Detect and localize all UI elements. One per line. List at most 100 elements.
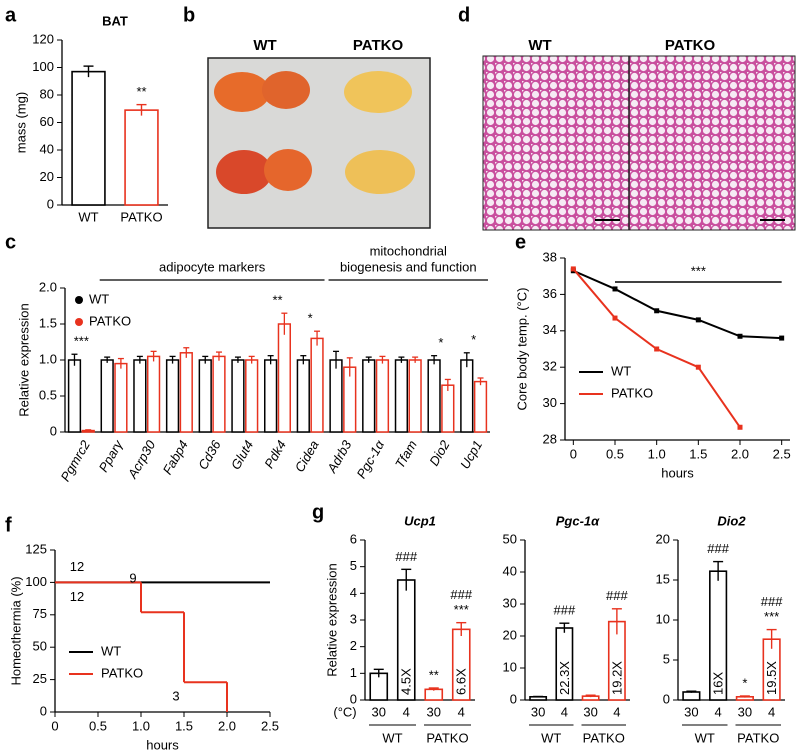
y-tick-label: 3 — [350, 611, 357, 626]
x-tick-label: 2.5 — [773, 446, 791, 461]
point — [737, 424, 743, 430]
annotation: ** — [272, 293, 282, 308]
panel-letter: a — [5, 4, 17, 26]
legend-marker — [75, 296, 83, 304]
annotation: *** — [764, 609, 779, 624]
x-tick-label: Adrb3 — [324, 437, 355, 476]
point — [612, 315, 618, 321]
bar — [212, 355, 226, 433]
bar — [133, 359, 147, 433]
line — [572, 269, 782, 340]
y-tick-label: 2 — [350, 638, 357, 653]
x-tick-label: 1.0 — [132, 718, 150, 733]
x-tick-label: 0 — [51, 718, 58, 733]
annotation: ### — [395, 549, 417, 564]
y-tick-label: 50 — [503, 531, 517, 546]
group-label: PATKO — [426, 730, 468, 745]
fold-label: 19.5X — [764, 661, 779, 695]
x-tick-label: 2.5 — [261, 718, 279, 733]
group-label: adipocyte markers — [159, 259, 266, 274]
y-tick-label: 28 — [543, 431, 557, 446]
x-tick-label: 30 — [427, 704, 441, 719]
y-tick-label: 30 — [503, 595, 517, 610]
legend-marker — [75, 318, 83, 326]
x-tick-label: 4 — [561, 704, 568, 719]
bar — [165, 359, 180, 433]
x-tick-label: 30 — [372, 704, 386, 719]
group-label: WT — [541, 730, 561, 745]
y-tick-label: 5 — [350, 558, 357, 573]
y-tick-label: 125 — [25, 541, 47, 556]
y-tick-label: 36 — [543, 286, 557, 301]
annotation: ### — [761, 594, 783, 609]
x-tick-label: 4 — [403, 704, 410, 719]
y-tick-label: 20 — [503, 627, 517, 642]
x-tick-label: Pdk4 — [261, 438, 289, 471]
count-label: 12 — [70, 559, 84, 574]
bar — [231, 359, 245, 433]
panel-letter: g — [312, 501, 324, 523]
y-tick-label: 1.5 — [39, 315, 57, 330]
point — [695, 317, 701, 323]
bar — [394, 359, 409, 433]
annotation: *** — [691, 263, 706, 278]
x-tick-label: Tfam — [392, 438, 420, 471]
chart-title: BAT — [102, 13, 128, 28]
chart-title: Pgc-1α — [556, 513, 600, 528]
legend-label: WT — [611, 363, 631, 378]
x-tick-label: 30 — [583, 704, 597, 719]
y-tick-label: 10 — [656, 611, 670, 626]
y-tick-label: 0 — [47, 196, 54, 211]
y-tick-label: 100 — [25, 574, 47, 589]
point — [779, 335, 785, 341]
legend-label: WT — [89, 291, 109, 306]
y-tick-label: 40 — [503, 563, 517, 578]
bar — [310, 337, 324, 433]
x-tick-label: Cidea — [292, 438, 322, 475]
x-tick-label: 1.5 — [175, 718, 193, 733]
photo — [207, 57, 431, 229]
count-label: 9 — [129, 571, 136, 586]
x-tick-label: 0.5 — [89, 718, 107, 733]
point — [654, 308, 660, 314]
bar — [198, 359, 212, 433]
legend-label: PATKO — [89, 313, 131, 328]
y-tick-label: 4 — [350, 585, 357, 600]
x-tick-label: Dio2 — [426, 437, 453, 468]
group-label: PATKO — [737, 730, 779, 745]
annotation: *** — [454, 602, 469, 617]
count-label: 3 — [172, 689, 179, 704]
x-tick-label: Acrp30 — [124, 437, 158, 482]
annotation: ** — [429, 667, 439, 682]
point — [570, 266, 576, 272]
y-tick-label: 0.5 — [39, 387, 57, 402]
bar — [362, 359, 376, 433]
y-tick-label: 100 — [32, 59, 54, 74]
count-label: 12 — [70, 589, 84, 604]
bar — [529, 695, 548, 701]
y-tick-label: 0 — [663, 691, 670, 706]
fold-label: 19.2X — [609, 661, 624, 695]
annotation: * — [308, 311, 313, 326]
group-label: mitochondrial — [370, 243, 447, 258]
y-tick-label: 80 — [40, 86, 54, 101]
x-tick-label: 30 — [531, 704, 545, 719]
bar — [343, 366, 357, 433]
chart-title: Ucp1 — [404, 513, 436, 528]
y-tick-label: 15 — [656, 571, 670, 586]
bar — [682, 691, 701, 701]
bar — [179, 352, 193, 433]
panel-letter: e — [515, 231, 526, 253]
annotation: ### — [707, 541, 729, 556]
x-tick-label: Glut4 — [228, 438, 257, 472]
x-axis-label: hours — [661, 465, 694, 480]
annotation: ### — [606, 588, 628, 603]
y-axis-label: Relative expression — [16, 303, 31, 416]
legend-label: PATKO — [101, 665, 143, 680]
x-tick-label: Pgmrc2 — [58, 437, 94, 484]
y-tick-label: 10 — [503, 659, 517, 674]
bar — [146, 355, 161, 433]
bar — [375, 359, 390, 433]
y-tick-label: 0 — [510, 691, 517, 706]
y-tick-label: 20 — [40, 169, 54, 184]
